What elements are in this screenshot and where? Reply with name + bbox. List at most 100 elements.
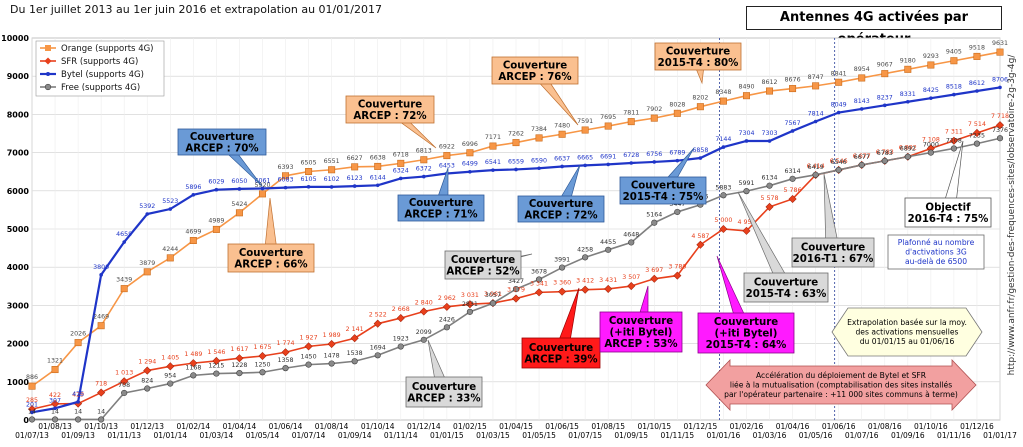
point-free (881, 157, 888, 164)
point-bytel (675, 158, 680, 163)
point-bytel (698, 156, 703, 160)
x-tick-label: 01/07/14 (292, 431, 326, 440)
data-label: 8612 (762, 79, 778, 86)
data-label: 5424 (231, 201, 247, 208)
annotation-text: Objectif (925, 202, 971, 213)
data-label: 954 (164, 373, 176, 380)
data-label: 14 (97, 408, 105, 415)
point-free (98, 416, 105, 423)
annotation-text: 2015-T4 : 63% (746, 289, 827, 300)
data-label: 6789 (669, 150, 685, 157)
point-bytel (306, 184, 311, 189)
annotation-text: ARCEP : 53% (604, 339, 677, 350)
point-sfr (511, 294, 521, 303)
x-tick-label: 01/06/14 (269, 422, 303, 431)
x-tick-label: 01/10/14 (361, 422, 395, 431)
annotation-text: Couverture (714, 317, 778, 328)
data-label: 3 360 (553, 280, 571, 287)
callout-box (697, 312, 795, 354)
point-sfr (650, 274, 659, 283)
point-sfr (604, 284, 613, 293)
callout-box (904, 197, 992, 228)
callout-box (444, 250, 522, 280)
point-bytel (168, 207, 173, 211)
point-bytel (468, 169, 472, 174)
legend-marker (46, 72, 50, 76)
annotation-text: au-delà de 6500 (905, 257, 967, 266)
point-bytel (375, 183, 380, 188)
data-label: 8612 (969, 80, 985, 87)
point-sfr (212, 356, 221, 365)
point-orange (51, 366, 59, 374)
x-tick-label: 01/08/14 (315, 422, 349, 431)
point-orange (604, 122, 612, 130)
data-label: 6134 (762, 175, 778, 182)
point-orange (927, 61, 935, 69)
point-bytel (583, 163, 587, 168)
point-sfr (581, 285, 590, 294)
data-label: 2099 (416, 329, 432, 336)
data-label: 3 697 (645, 267, 663, 274)
data-label: 2 962 (438, 295, 456, 302)
point-free (74, 416, 82, 423)
legend-label: SFR (supports 4G) (61, 57, 138, 67)
x-tick-label: 01/02/14 (176, 422, 210, 431)
data-label: 7902 (646, 106, 662, 113)
point-free (236, 369, 243, 377)
annotation-text: Couverture (529, 199, 593, 210)
data-label: 6858 (692, 147, 708, 154)
point-bytel (352, 184, 357, 188)
x-tick-label: 01/04/16 (776, 422, 810, 431)
data-label: 429 (72, 392, 84, 399)
point-bytel (906, 99, 910, 104)
x-tick-label: 01/12/16 (960, 422, 994, 431)
point-free (28, 416, 36, 423)
point-orange (489, 142, 497, 150)
point-orange (189, 236, 197, 244)
y-tick-label: 2000 (7, 340, 30, 349)
point-orange (420, 156, 428, 164)
data-label: 422 (49, 392, 61, 399)
x-tick-label: 01/08/15 (591, 422, 625, 431)
point-free (443, 324, 450, 331)
data-label: 1 927 (300, 334, 318, 341)
callout-box (405, 376, 483, 408)
chart-title: Antennes 4G activées par opérateur (746, 6, 1002, 47)
x-tick-label: 01/01/14 (153, 431, 187, 440)
annotation-text: 2015-T4 : 64% (706, 340, 787, 351)
point-sfr (281, 348, 290, 357)
data-label: 7303 (762, 130, 778, 137)
data-label: 3879 (139, 260, 155, 267)
annotation-text: Couverture (754, 277, 818, 288)
x-tick-label: 01/06/16 (822, 422, 856, 431)
data-label: 2 668 (392, 306, 410, 313)
point-bytel (537, 166, 541, 171)
data-label: 8348 (715, 89, 731, 96)
annotation-text: ARCEP : 39% (524, 354, 597, 365)
data-label: 9405 (946, 49, 962, 56)
annotation-text: ARCEP : 76% (498, 72, 571, 83)
data-label: 6922 (439, 144, 455, 151)
point-orange (558, 130, 566, 138)
data-label: 3057 (485, 292, 501, 299)
data-label: 3 061 (484, 291, 502, 298)
data-label: 8331 (900, 91, 916, 98)
point-bytel (422, 174, 426, 179)
data-label: 14 (28, 408, 36, 415)
data-label: 2026 (70, 331, 86, 338)
point-free (328, 360, 335, 367)
data-label: 3 179 (507, 287, 525, 294)
data-label: 4244 (162, 246, 178, 253)
data-label: 8143 (854, 98, 870, 105)
point-bytel (76, 400, 80, 404)
data-label: 6061 (254, 177, 270, 184)
x-tick-label: 01/02/16 (730, 422, 764, 431)
point-bytel (952, 92, 956, 97)
callout-box (887, 234, 985, 270)
x-tick-label: 01/09/14 (338, 431, 372, 440)
point-free (904, 153, 911, 160)
data-label: 2 141 (346, 326, 364, 333)
